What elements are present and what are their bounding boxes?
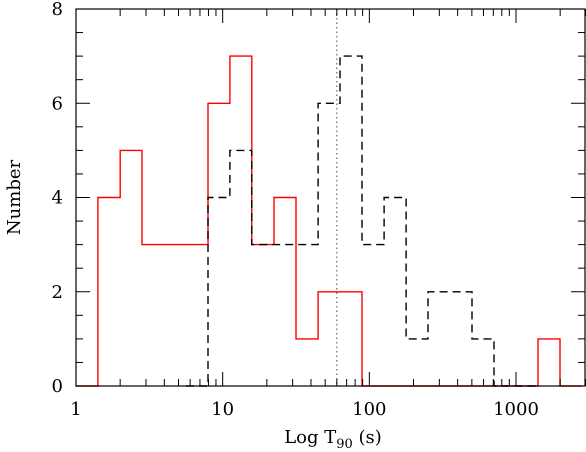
histogram-series-1-solid: [76, 55, 582, 387]
x-tick-label: 1: [70, 399, 81, 420]
y-tick-label: 0: [52, 376, 63, 397]
x-tick-label: 1000: [493, 399, 539, 420]
y-tick-label: 8: [52, 0, 63, 20]
y-tick-label: 6: [52, 93, 63, 114]
y-axis-title: Number: [4, 160, 25, 236]
y-tick-labels: 0 2 4 6 8: [52, 0, 63, 397]
axis-ticks: [75, 8, 586, 387]
x-axis-title-subscript: 90: [336, 437, 353, 452]
x-axis-title-unit: (s): [353, 427, 382, 448]
plot-frame: [75, 8, 586, 387]
histogram-series-2-dashed: [186, 55, 538, 387]
y-tick-label: 2: [52, 282, 63, 303]
x-tick-label: 100: [352, 399, 386, 420]
histogram-series-layer: [76, 55, 582, 387]
y-tick-label: 4: [52, 188, 63, 209]
x-tick-label: 10: [211, 399, 234, 420]
x-axis-title-main: Log T: [284, 427, 336, 448]
x-tick-labels: 1 10 100 1000: [70, 399, 539, 420]
x-axis-title: Log T90 (s): [284, 427, 382, 452]
